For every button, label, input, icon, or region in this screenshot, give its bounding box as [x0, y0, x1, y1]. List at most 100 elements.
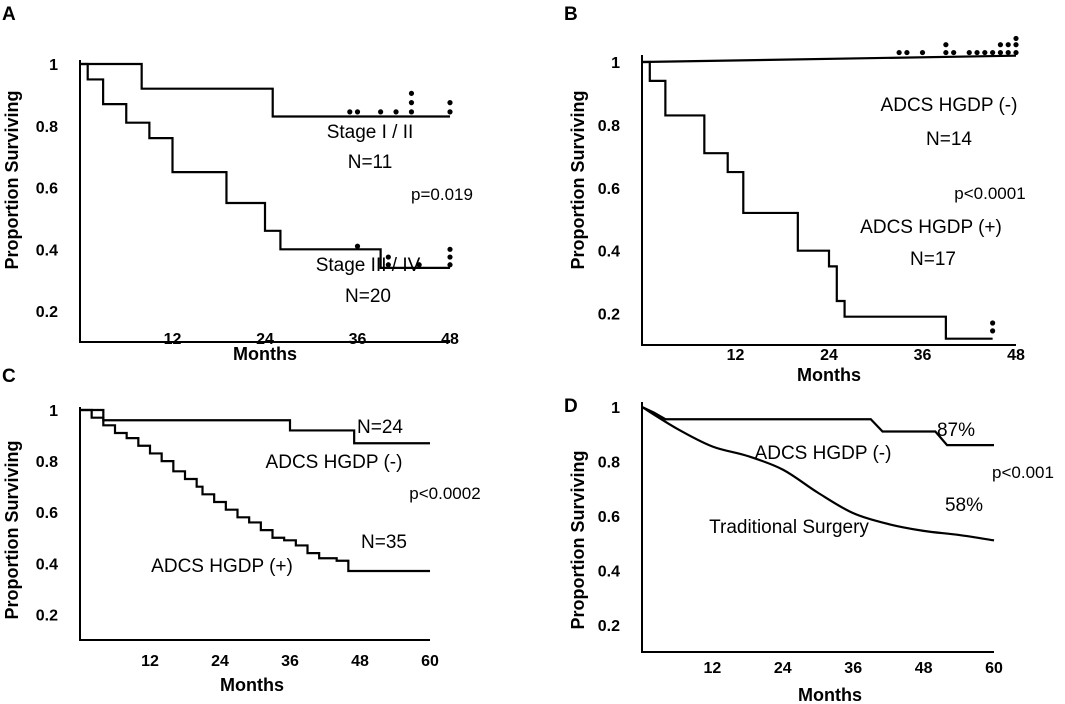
annotation-n20: N=20: [345, 286, 391, 307]
x-tick-label: 48: [441, 331, 459, 348]
km-curve-traditional-surgery: [641, 406, 995, 542]
annotation-stage-i-ii: Stage I / II: [327, 122, 414, 143]
censor-mark: [1013, 42, 1019, 48]
censor-mark: [951, 49, 957, 56]
censor-mark: [347, 109, 353, 115]
panel-a: A Proportion Surviving Months 0.20.40.60…: [2, 4, 473, 364]
censor-mark: [1013, 49, 1019, 56]
x-axis-label: Months: [233, 344, 297, 364]
km-curve-adcs-hgdp: [80, 408, 430, 445]
censor-mark: [447, 254, 453, 260]
y-tick-label: 0.2: [598, 307, 620, 324]
x-tick-label: 12: [164, 331, 182, 348]
curves: [80, 62, 453, 269]
censor-mark: [447, 262, 453, 268]
y-tick-label: 0.2: [36, 607, 58, 624]
censor-mark: [408, 100, 415, 106]
y-tick-label: 0.4: [36, 556, 58, 573]
annotation-n17: N=17: [910, 249, 956, 270]
axes: [641, 402, 994, 653]
x-ticks: 12 24 36 48 60: [141, 653, 439, 670]
censor-mark: [378, 109, 384, 115]
censor-mark: [990, 49, 996, 56]
x-tick-label: 48: [915, 660, 933, 677]
y-tick-label: 0.2: [36, 304, 58, 321]
annotation-adcs-hgdp-neg: ADCS HGDP (-): [881, 95, 1018, 116]
x-axis-label: Months: [220, 675, 284, 695]
censor-mark: [974, 49, 980, 56]
censor-mark: [408, 109, 415, 115]
y-tick-label: 0.6: [36, 505, 58, 522]
y-axis-label: Proportion Surviving: [568, 90, 588, 269]
censor-mark: [354, 243, 361, 249]
x-tick-label: 24: [211, 653, 229, 670]
y-tick-label: 1: [49, 403, 58, 420]
censor-mark: [447, 100, 453, 106]
x-ticks: 12 24 36 48: [164, 331, 459, 348]
y-axis-label: Proportion Surviving: [2, 90, 22, 269]
x-tick-label: 36: [844, 660, 862, 677]
axes: [79, 60, 450, 343]
km-curve-adcs-hgdp: [80, 408, 430, 573]
panel-d: D Proportion Surviving Months 0.20.40.60…: [564, 396, 1054, 704]
y-ticks: 0.2 0.4 0.6 0.8 1: [36, 57, 58, 321]
censor-mark: [447, 246, 453, 252]
curves: [641, 35, 1019, 340]
censor-mark: [943, 49, 949, 56]
censor-mark: [1013, 35, 1019, 42]
censor-mark: [990, 328, 996, 334]
x-tick-label: 48: [1007, 347, 1025, 364]
y-tick-label: 1: [611, 400, 620, 417]
censor-mark: [385, 262, 391, 268]
panel-c: C Proportion Surviving Months 0.20.40.60…: [2, 366, 481, 695]
x-tick-label: 36: [281, 653, 299, 670]
axes: [79, 407, 430, 641]
censor-mark: [385, 254, 391, 260]
annotation-n35: N=35: [361, 532, 407, 553]
p-value-a: p=0.019: [411, 185, 473, 204]
censor-mark: [997, 42, 1004, 48]
y-tick-label: 0.8: [598, 454, 620, 471]
censor-mark: [1005, 42, 1011, 48]
annotation-adcs-hgdp-pos: ADCS HGDP (+): [860, 217, 1002, 238]
annotation-n11: N=11: [348, 152, 393, 173]
x-axis-label: Months: [797, 365, 861, 385]
annotation-n14: N=14: [926, 129, 972, 150]
annotation-adcs-hgdp-pos: ADCS HGDP (+): [151, 556, 293, 577]
annotation-traditional-surgery: Traditional Surgery: [709, 517, 869, 538]
x-tick-label: 24: [774, 660, 792, 677]
y-tick-label: 0.4: [36, 242, 58, 259]
censor-mark: [919, 49, 926, 56]
x-tick-label: 36: [914, 347, 932, 364]
panel-b: B Proportion Surviving Months 0.20.40.60…: [564, 4, 1026, 385]
panel-letter-d: D: [564, 396, 578, 417]
censor-mark: [354, 109, 361, 115]
censor-mark: [408, 90, 415, 96]
censor-mark: [393, 109, 399, 115]
annotation-stage-iii-iv: Stage III / IV: [316, 255, 421, 276]
annotation-adcs-hgdp-neg: ADCS HGDP (-): [755, 443, 892, 464]
annotation-adcs-hgdp-neg: ADCS HGDP (-): [266, 452, 403, 473]
panel-letter-b: B: [564, 4, 578, 25]
y-axis-label: Proportion Surviving: [568, 450, 588, 629]
x-tick-label: 36: [349, 331, 367, 348]
x-axis-label: Months: [798, 685, 862, 704]
censor-mark: [896, 49, 902, 56]
censor-mark: [966, 49, 972, 56]
annotation-n24: N=24: [357, 417, 403, 438]
y-tick-label: 0.8: [598, 118, 620, 135]
censor-mark: [982, 49, 988, 56]
x-tick-label: 60: [421, 653, 439, 670]
y-tick-label: 1: [49, 57, 58, 74]
x-ticks: 12 24 36 48 60: [704, 660, 1003, 677]
p-value-b: p<0.0001: [954, 184, 1025, 203]
annotation-87-percent: 87%: [937, 420, 975, 441]
annotation-58-percent: 58%: [945, 495, 983, 516]
km-curve-adcs-hgdp: [642, 60, 993, 340]
curves: [80, 408, 430, 573]
censor-mark: [990, 320, 996, 326]
km-curve-adcs-hgdp: [641, 54, 1017, 64]
y-tick-label: 0.8: [36, 119, 58, 136]
axes: [641, 55, 1016, 346]
